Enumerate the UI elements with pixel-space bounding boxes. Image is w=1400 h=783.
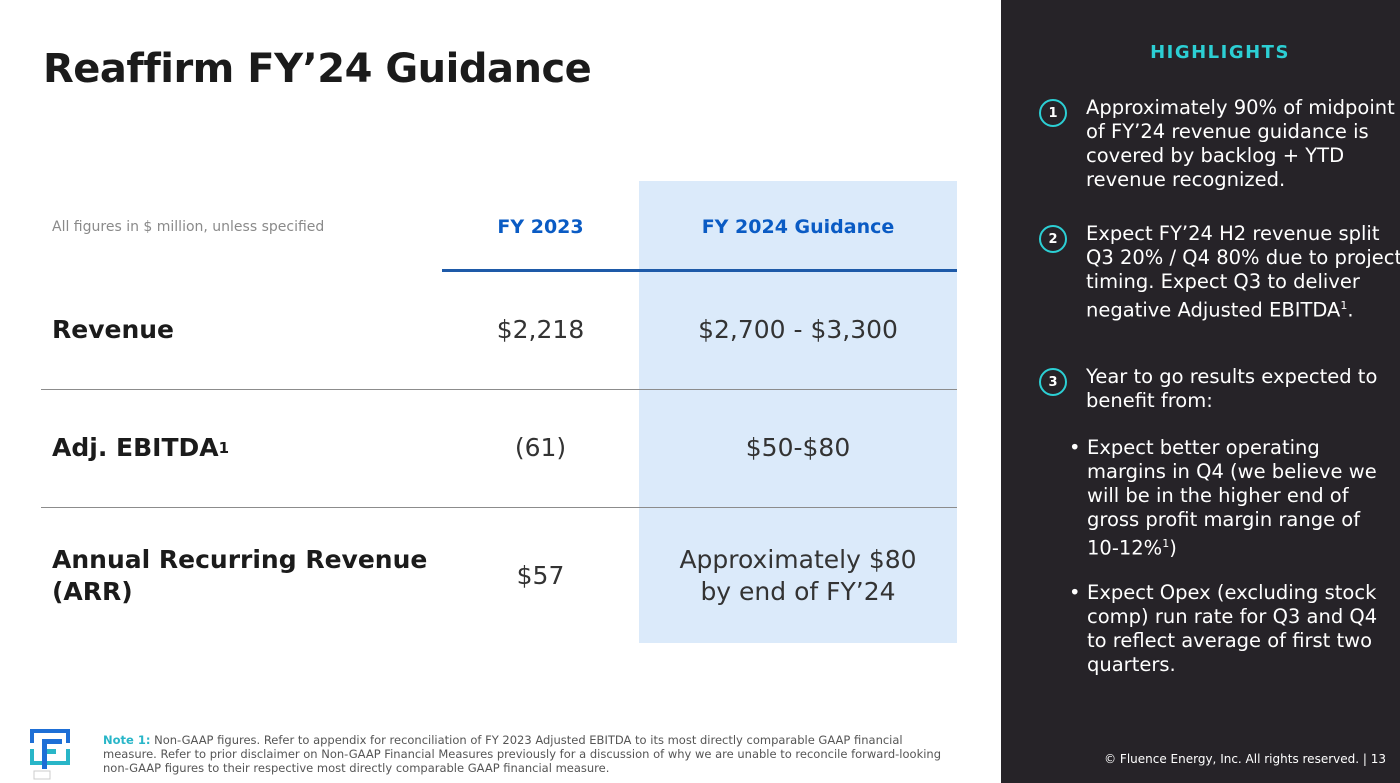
bullet-icon: •: [1069, 581, 1081, 604]
footnote-marker: 1: [1340, 299, 1348, 312]
row-divider: [41, 507, 957, 508]
footnote-text: Non-GAAP figures. Refer to appendix for …: [103, 733, 942, 775]
highlight-text-body: Expect FY’24 H2 revenue split Q3 20% / Q…: [1086, 222, 1400, 322]
bullet-icon: •: [1069, 436, 1081, 459]
copyright-page-number: © Fluence Energy, Inc. All rights reserv…: [1104, 752, 1386, 766]
bullet-text: Expect better operating margins in Q4 (w…: [1087, 436, 1377, 560]
column-header-fy2023: FY 2023: [497, 216, 584, 238]
highlight-text: Year to go results expected to benefit f…: [1086, 365, 1378, 412]
arr-fy2024-line1: Approximately $80: [679, 545, 917, 574]
highlights-title: HIGHLIGHTS: [1150, 42, 1290, 63]
units-note: All figures in $ million, unless specifi…: [52, 219, 325, 235]
page-title: Reaffirm FY’24 Guidance: [43, 46, 592, 92]
row-label-line1: Annual Recurring Revenue: [52, 545, 428, 574]
row-label-text: Revenue: [52, 315, 175, 344]
footnote-marker: 1: [1162, 537, 1170, 550]
header-divider: [442, 269, 957, 272]
fluence-logo-icon: [30, 729, 70, 780]
highlight-text: Expect FY’24 H2 revenue split Q3 20% / Q…: [1086, 222, 1400, 323]
arr-fy2024-line2: by end of FY’24: [700, 577, 896, 606]
column-header-fy2024-guidance: FY 2024 Guidance: [701, 216, 895, 238]
arr-fy2023: $57: [516, 561, 565, 590]
row-divider: [41, 389, 957, 390]
highlights-panel: HIGHLIGHTS 1 Approximately 90% of midpoi…: [1001, 0, 1400, 783]
number-badge-icon: 3: [1039, 368, 1067, 396]
bullet-text-suffix: ): [1169, 536, 1177, 560]
number-badge-icon: 1: [1039, 99, 1067, 127]
row-label-text: Adj. EBITDA: [52, 433, 219, 462]
revenue-fy2023: $2,218: [496, 315, 585, 344]
adj-ebitda-fy2023: (61): [514, 433, 567, 462]
row-label-revenue: Revenue: [52, 310, 174, 350]
highlight-text-suffix: .: [1347, 298, 1354, 322]
number-badge-icon: 2: [1039, 225, 1067, 253]
highlight-bullet: • Expect better operating margins in Q4 …: [1069, 436, 1387, 561]
footnote-marker: 1: [218, 439, 230, 457]
highlight-text: Approximately 90% of midpoint of FY’24 r…: [1086, 96, 1395, 191]
row-label-arr: Annual Recurring Revenue (ARR): [52, 542, 427, 610]
arr-fy2024: Approximately $80 by end of FY’24: [639, 542, 957, 610]
bullet-text: Expect Opex (excluding stock comp) run r…: [1087, 581, 1378, 676]
row-label-adj-ebitda: Adj. EBITDA 1: [52, 428, 229, 468]
row-label-line2: (ARR): [52, 577, 133, 606]
guidance-column-highlight: [639, 181, 957, 643]
adj-ebitda-fy2024: $50-$80: [745, 433, 851, 462]
footnote-label: Note 1:: [103, 733, 151, 747]
highlight-bullet: • Expect Opex (excluding stock comp) run…: [1069, 581, 1387, 677]
footnote: Note 1: Non-GAAP figures. Refer to appen…: [103, 733, 953, 775]
revenue-fy2024: $2,700 - $3,300: [698, 315, 898, 344]
